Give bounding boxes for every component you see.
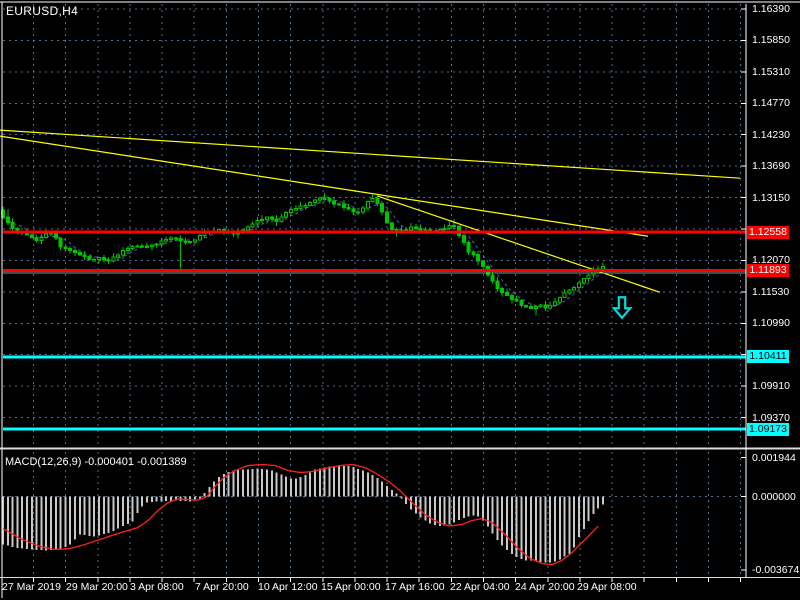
price-axis-label: 1.13150 — [752, 191, 790, 204]
grid-lines — [3, 4, 746, 577]
macd-signal-line — [2, 463, 599, 565]
trendlines — [0, 129, 741, 293]
moving-average-line[interactable] — [2, 199, 604, 308]
macd-histogram — [2, 465, 604, 563]
time-axis-label: 10 Apr 12:00 — [258, 581, 318, 593]
macd-indicator-label: MACD(12,26,9) -0.000401 -0.001389 — [5, 456, 187, 468]
price-axis-label: 1.16390 — [752, 3, 790, 15]
time-axis-label: 15 Apr 00:00 — [321, 581, 381, 593]
price-level-badge: 1.09173 — [747, 422, 789, 436]
time-axis-label: 29 Apr 08:00 — [577, 581, 637, 593]
price-axis-label: 1.14230 — [752, 128, 790, 141]
trendline-2[interactable] — [0, 135, 649, 237]
price-axis-label: 1.09370 — [752, 411, 790, 424]
price-level-badge: 1.10411 — [747, 350, 789, 364]
time-axis-label: 22 Apr 04:00 — [450, 581, 510, 593]
macd-axis-label: 0.000000 — [752, 490, 796, 503]
horizontal-levels — [3, 230, 746, 431]
price-axis-label: 1.14770 — [752, 97, 790, 110]
symbol-timeframe-label: EURUSD,H4 — [6, 4, 79, 18]
trendline-1[interactable] — [0, 129, 741, 179]
candlestick-series — [1, 193, 605, 316]
price-axis-label: 1.11530 — [752, 285, 790, 298]
price-axis-label: 1.12070 — [752, 254, 790, 267]
price-axis-label: 1.15310 — [752, 65, 790, 78]
time-axis-label: 24 Apr 20:00 — [515, 581, 575, 593]
trendline-3[interactable] — [377, 195, 661, 293]
time-axis-label: 29 Mar 20:00 — [66, 581, 128, 593]
price-axis-label: 1.09910 — [752, 380, 790, 393]
time-axis-label: 17 Apr 16:00 — [385, 581, 445, 593]
macd-axis-label: -0.003674 — [752, 563, 800, 576]
time-axis-label: 27 Mar 2019 — [2, 581, 61, 593]
price-axis-label: 1.15850 — [752, 34, 790, 47]
macd-axis-label: 0.001944 — [752, 451, 796, 464]
axis-ticks — [33, 8, 746, 582]
price-axis-label: 1.13690 — [752, 160, 790, 173]
price-level-badge: 1.11893 — [747, 264, 789, 278]
price-level-badge: 1.12558 — [747, 225, 789, 239]
time-axis-label: 7 Apr 20:00 — [195, 581, 249, 593]
down-arrow-icon[interactable] — [611, 296, 633, 320]
price-axis-label: 1.10990 — [752, 317, 790, 330]
time-axis-label: 3 Apr 08:00 — [130, 581, 184, 593]
